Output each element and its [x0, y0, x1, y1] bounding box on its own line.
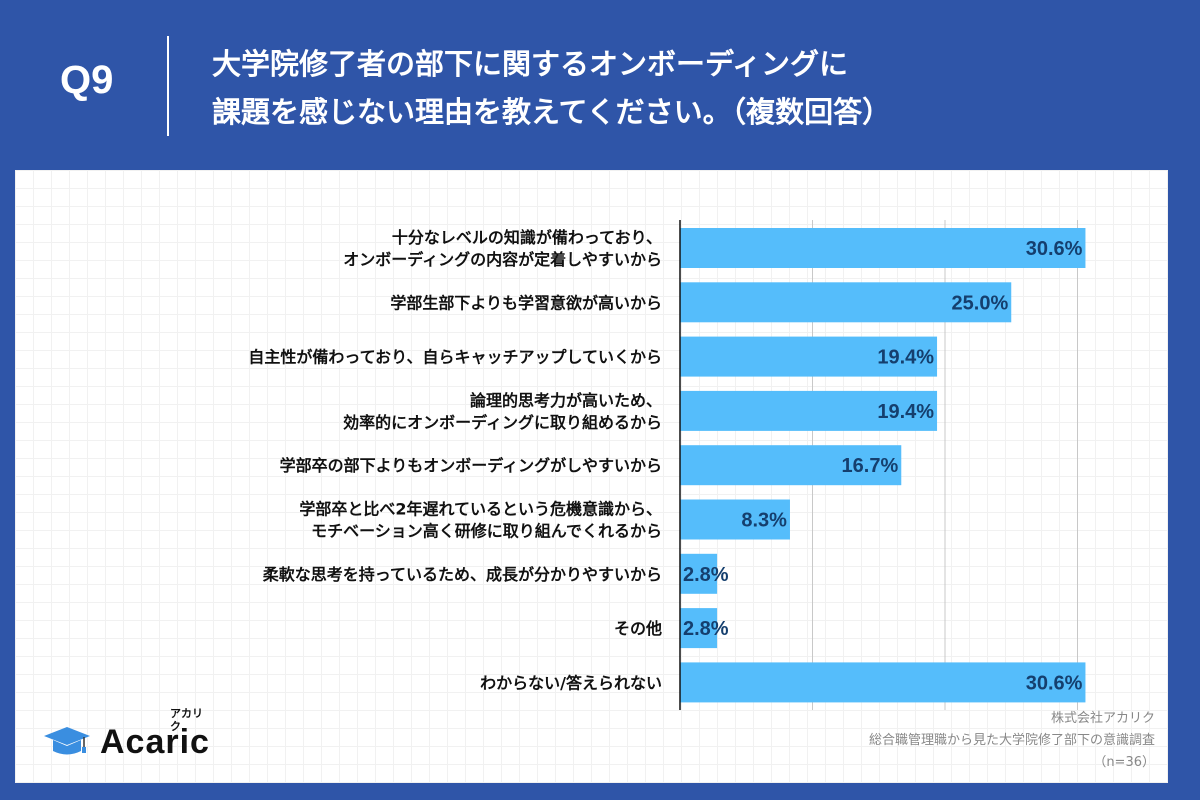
data-label: 30.6% — [1026, 672, 1083, 694]
data-label: 19.4% — [877, 401, 934, 423]
graduation-cap-icon — [44, 727, 90, 755]
data-label: 30.6% — [1026, 238, 1083, 260]
logo-text: Acaric — [100, 723, 210, 761]
category-label: 自主性が備わっており、自らキャッチアップしていくから — [248, 348, 662, 367]
bar — [680, 608, 718, 649]
acaric-logo: Acaric アカリク — [42, 707, 210, 761]
bar — [680, 390, 938, 431]
question-number: Q9 — [60, 58, 114, 102]
category-label: 十分なレベルの知識が備わっており、 — [392, 228, 662, 247]
logo-kana: アカリク — [170, 707, 203, 733]
category-label: わからない/答えられない — [480, 673, 662, 692]
source-note: 株式会社アカリク 総合職管理職から見た大学院修了部下の意識調査 （n=36） — [869, 708, 1155, 774]
sample-size: （n=36） — [1093, 755, 1155, 770]
category-label: 柔軟な思考を持っているため、成長が分かりやすいから — [262, 565, 662, 584]
data-label: 2.8% — [683, 564, 729, 586]
category-label: その他 — [614, 619, 662, 638]
bar — [680, 445, 902, 486]
divider — [167, 36, 169, 136]
source-survey: 総合職管理職から見た大学院修了部下の意識調査 — [868, 733, 1155, 748]
category-label: 学部生部下よりも学習意欲が高いから — [390, 293, 662, 312]
bar — [680, 553, 718, 594]
category-label: オンボーディングの内容が定着しやすいから — [343, 250, 662, 269]
category-label: モチベーション高く研修に取り組んでくれるから — [311, 522, 662, 541]
category-label: 学部卒の部下よりもオンボーディングがしやすいから — [280, 456, 662, 475]
title-line-2: 課題を感じない理由を教えてください。（複数回答） — [212, 95, 892, 129]
category-label: 効率的にオンボーディングに取り組めるから — [343, 413, 662, 432]
bar — [680, 228, 1086, 268]
chart-title: 大学院修了者の部下に関するオンボーディングに 課題を感じない理由を教えてください… — [212, 40, 891, 136]
bar — [680, 499, 790, 540]
title-line-1: 大学院修了者の部下に関するオンボーディングに — [212, 47, 848, 81]
data-label: 25.0% — [952, 292, 1009, 314]
source-company: 株式会社アカリク — [1050, 711, 1155, 726]
data-label: 19.4% — [877, 347, 934, 369]
data-label: 2.8% — [683, 618, 729, 640]
chart-panel — [15, 170, 1168, 783]
bar — [680, 336, 938, 377]
category-label: 論理的思考力が高いため、 — [470, 391, 662, 410]
category-label: 学部卒と比べ2年遅れているという危機意識から、 — [299, 500, 662, 519]
bar — [680, 282, 1012, 323]
data-label: 8.3% — [741, 510, 787, 532]
data-label: 16.7% — [842, 455, 899, 477]
bar — [680, 662, 1086, 703]
